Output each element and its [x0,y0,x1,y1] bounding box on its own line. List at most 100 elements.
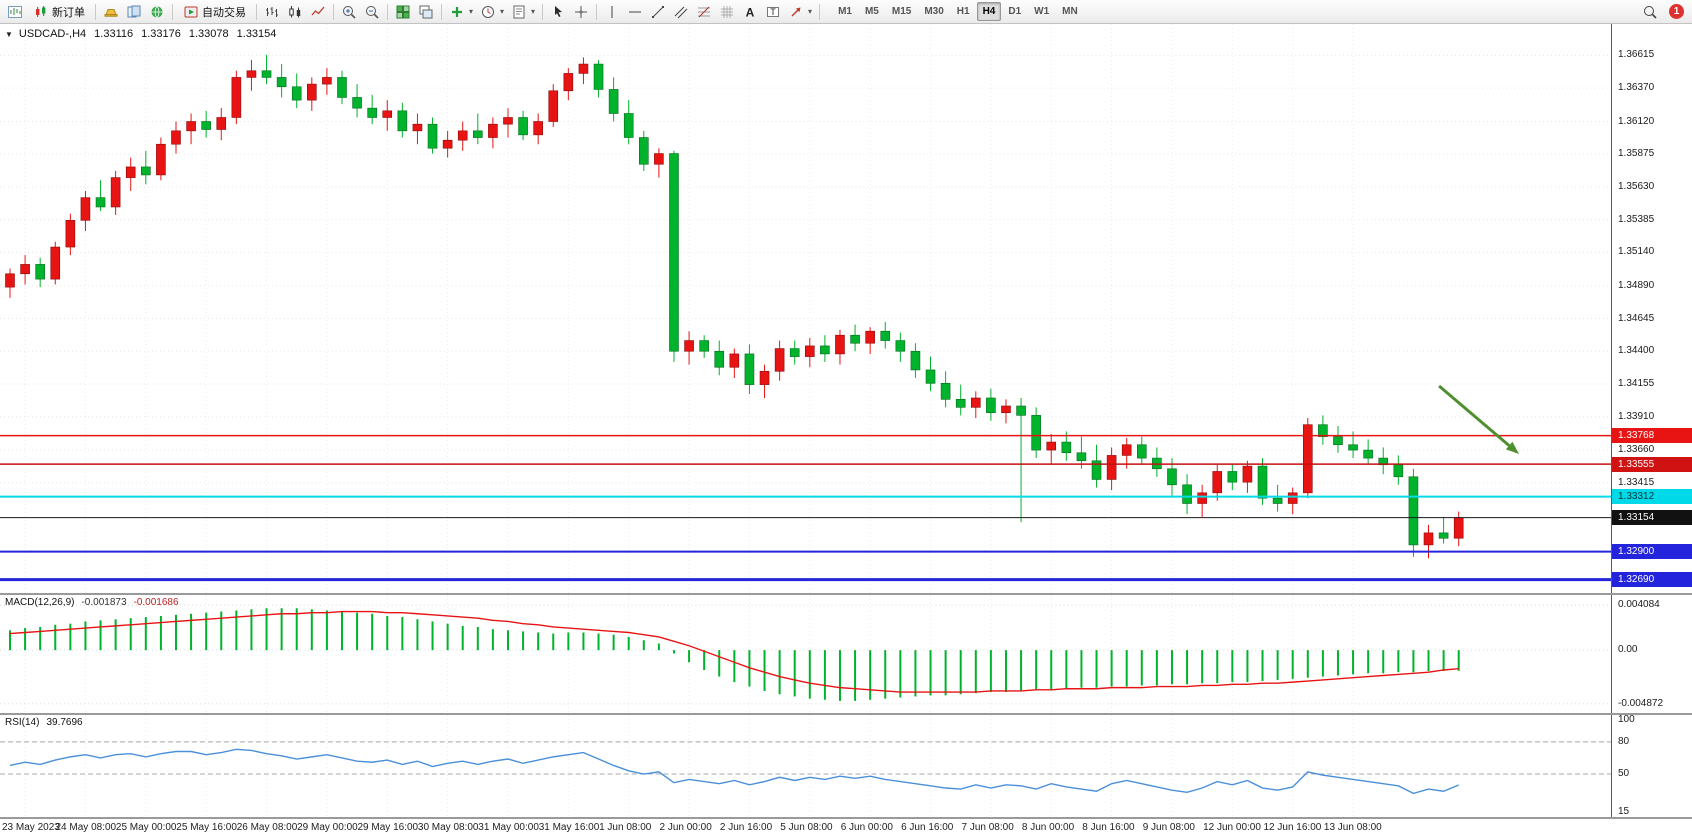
community-button[interactable] [146,2,168,22]
toolbar-separator [542,3,544,20]
text-icon: A [746,5,755,19]
rsi-axis-label: 15 [1618,805,1630,817]
time-axis-label: 7 Jun 08:00 [961,822,1014,833]
rsi-header: RSI(14) 39.7696 [5,717,83,728]
new-chart-button[interactable] [4,2,26,22]
timeframe-group: M1 M5 M15 M30 H1 H4 D1 W1 MN [832,2,1084,21]
cascade-windows-icon [419,5,433,18]
timeframe-m30[interactable]: M30 [924,6,944,17]
autotrading-label: 自动交易 [202,6,246,19]
globe-icon [151,5,163,18]
time-axis[interactable]: 23 May 2023 24 May 08:00 25 May 00:00 25 Ma… [0,819,1692,838]
label-tool-button[interactable]: T [762,2,784,22]
zoom-in-button[interactable] [338,2,360,22]
vertical-grid [24,715,1354,817]
zoom-out-button[interactable] [361,2,383,22]
toolbar-right-group: 1 [1639,2,1688,22]
horizontal-line-icon [629,11,642,12]
horizontal-level-lines[interactable] [0,434,1611,582]
price-axis-label: 1.35630 [1618,180,1655,192]
dropdown-caret-icon: ▾ [500,7,505,16]
price-axis-label: 1.34400 [1618,345,1655,357]
line-chart-icon [311,6,325,15]
time-axis-label: 2 Jun 00:00 [659,822,712,833]
crosshair-icon [575,5,588,18]
timeframe-w1[interactable]: W1 [1034,6,1050,17]
crosshair-tool-button[interactable] [570,2,592,22]
macd-panel[interactable]: MACD(12,26,9) -0.001873 -0.001686 [0,595,1612,713]
text-tool-button[interactable]: A [739,2,761,22]
toolbar-separator [333,3,334,20]
panel-separator[interactable] [0,713,1692,715]
cursor-tool-button[interactable] [547,2,569,22]
chart-area: ▼ USDCAD-,H4 1.33116 1.33176 1.33078 1.3… [0,24,1692,838]
time-axis-label: 8 Jun 16:00 [1082,822,1135,833]
price-axis-label: 1.34155 [1618,377,1655,389]
timeframe-mn[interactable]: MN [1062,6,1078,17]
timeframe-d1[interactable]: D1 [1008,6,1022,17]
macd-axis-label: -0.004872 [1618,697,1664,709]
macd-value-main: -0.001873 [81,597,127,608]
timeframe-m15[interactable]: M15 [891,6,912,17]
trend-arrow-annotation[interactable] [1438,384,1520,454]
templates-button[interactable]: ▾ [508,2,538,22]
profiles-button[interactable] [123,2,145,22]
arrow-objects-button[interactable]: ▾ [785,2,815,22]
rsi-panel[interactable]: RSI(14) 39.7696 [0,715,1612,817]
price-axis[interactable]: 1.36615 1.36370 1.36120 1.35875 1.35630 1.353… [1612,24,1692,593]
rsi-value: 39.7696 [46,717,83,728]
time-axis-label: 24 May 08:00 [55,822,117,833]
rsi-axis-label: 50 [1618,768,1630,780]
add-indicator-button[interactable]: ▾ [446,2,476,22]
channel-tool-button[interactable] [670,2,692,22]
cascade-windows-button[interactable] [415,2,437,22]
notification-badge[interactable]: 1 [1669,4,1684,19]
toolbar-separator [95,3,96,20]
line-chart-mode-button[interactable] [307,2,329,22]
ohlc-low: 1.33078 [188,28,229,40]
periods-button[interactable]: ▾ [477,2,507,22]
autotrading-button[interactable]: 自动交易 [177,2,252,22]
vertical-line-icon [611,5,613,18]
search-button[interactable] [1639,2,1661,22]
time-axis-label: 2 Jun 16:00 [719,822,773,833]
panel-separator[interactable] [0,593,1692,595]
bar-chart-icon [266,6,278,17]
new-order-label: 新订单 [52,6,85,19]
timeframe-m1[interactable]: M1 [838,6,852,17]
price-chart-panel[interactable]: ▼ USDCAD-,H4 1.33116 1.33176 1.33078 1.3… [0,24,1612,593]
grid-icon [721,5,734,18]
price-axis-label: 1.33660 [1618,444,1655,456]
candlestick-mode-button[interactable] [284,2,306,22]
price-axis-label: 1.34645 [1618,312,1655,324]
rsi-axis[interactable]: 100 80 50 15 [1612,715,1692,817]
template-document-icon [513,5,525,18]
time-axis-label: 25 May 16:00 [176,822,237,833]
price-axis-label: 1.33910 [1618,410,1655,422]
fibonacci-tool-button[interactable] [693,2,715,22]
expert-advisors-button[interactable] [100,2,122,22]
cursor-icon [555,5,563,17]
horizontal-line-tool-button[interactable] [624,2,646,22]
vertical-grid [24,24,1354,593]
vertical-line-tool-button[interactable] [601,2,623,22]
timeframe-h4[interactable]: H4 [976,2,1002,21]
time-axis-label: 30 May 08:00 [417,822,479,833]
trendline-tool-button[interactable] [647,2,669,22]
panel-separator [0,817,1692,819]
chart-window-icon [8,5,22,18]
tile-windows-button[interactable] [392,2,414,22]
timeframe-h1[interactable]: H1 [956,6,970,17]
bar-chart-mode-button[interactable] [261,2,283,22]
zoom-out-icon [366,5,379,19]
macd-axis-label: 0.00 [1618,644,1638,656]
macd-header: MACD(12,26,9) -0.001873 -0.001686 [5,597,179,608]
svg-text:A: A [746,5,755,19]
grid-tool-button[interactable] [716,2,738,22]
price-axis-label: 1.34890 [1618,279,1655,291]
new-order-button[interactable]: 新订单 [27,2,91,22]
collapse-chart-icon[interactable]: ▼ [5,29,13,39]
macd-axis[interactable]: 0.004084 0.00 -0.004872 [1612,595,1692,713]
tile-windows-icon [396,5,410,18]
timeframe-m5[interactable]: M5 [864,6,879,17]
